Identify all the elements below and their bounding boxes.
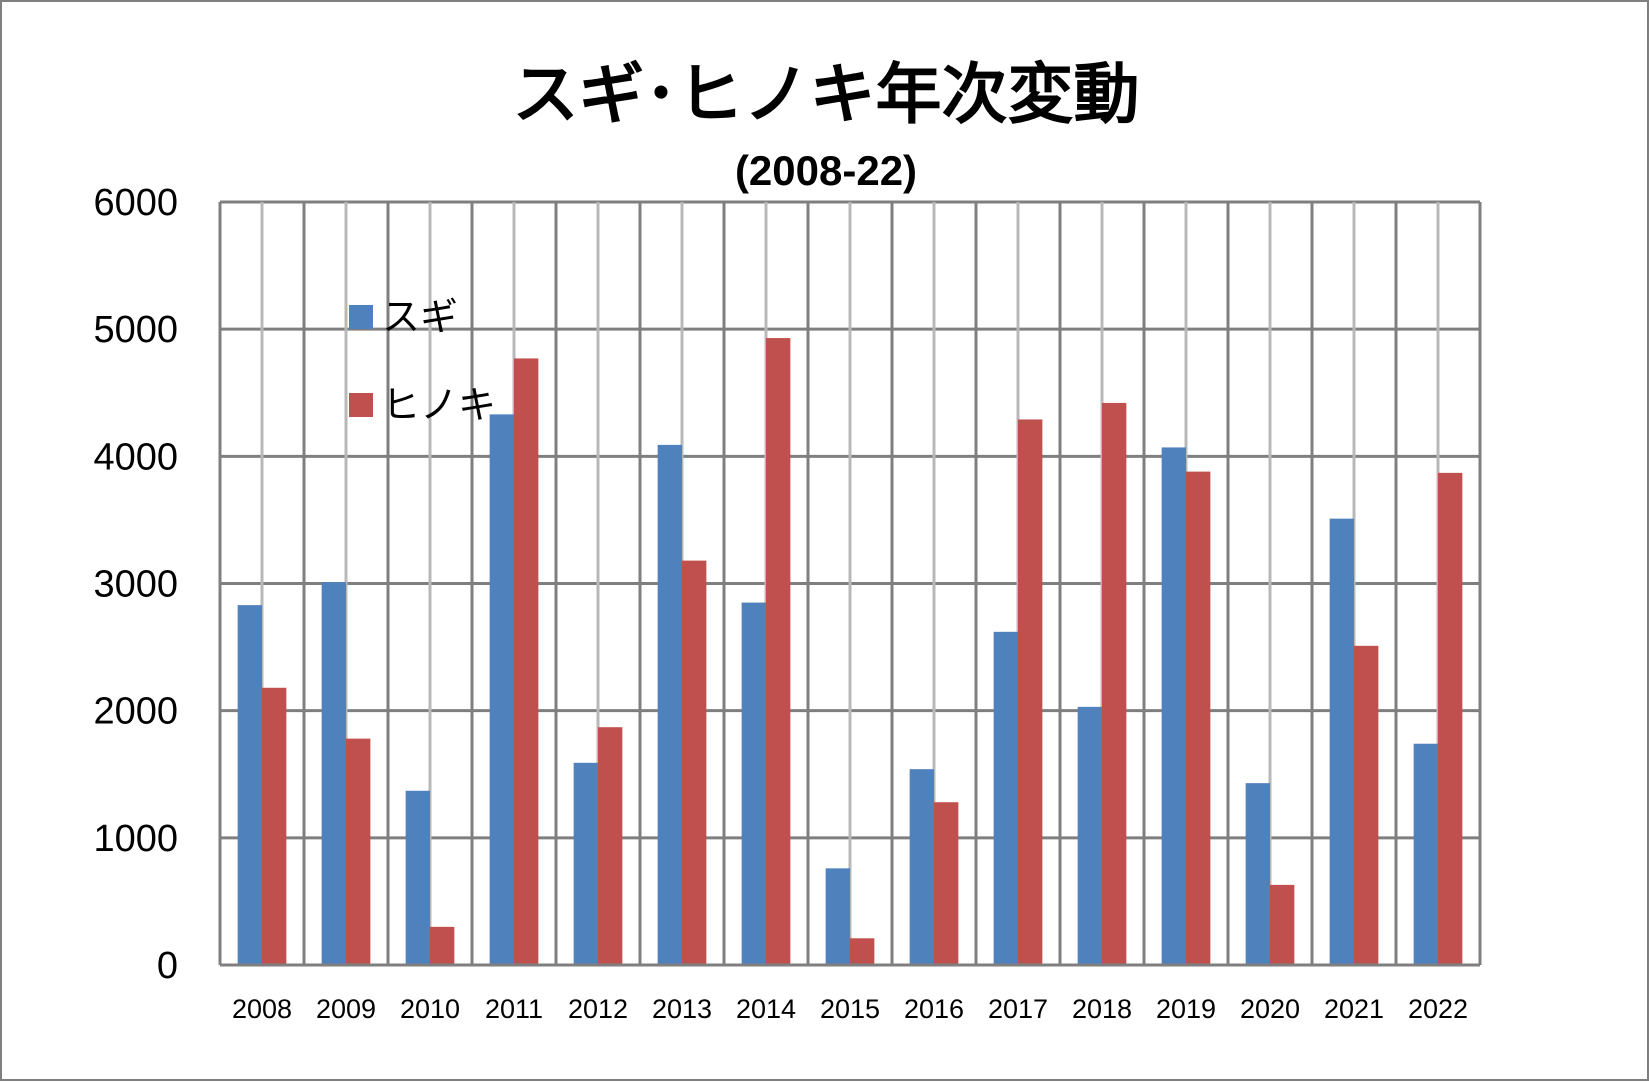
bar-hinoki	[934, 802, 959, 965]
bar-sugi	[405, 790, 430, 965]
legend: スギ ヒノキ	[349, 295, 496, 427]
y-tick-label: 2000	[93, 691, 178, 733]
x-tick-label: 2020	[1240, 994, 1300, 1024]
chart-title: スギ･ヒノキ年次変動	[513, 56, 1140, 133]
x-tick-label: 2014	[736, 994, 796, 1024]
bar-sugi	[993, 631, 1018, 965]
y-tick-label: 1000	[93, 818, 178, 860]
bar-sugi	[237, 605, 262, 965]
bar-hinoki	[1102, 402, 1127, 965]
bar-hinoki	[430, 926, 455, 965]
y-tick-label: 0	[157, 945, 178, 987]
bar-hinoki	[598, 727, 623, 965]
bar-hinoki	[346, 738, 371, 965]
x-tick-label: 2013	[652, 994, 712, 1024]
y-tick-label: 6000	[93, 182, 178, 224]
bar-sugi	[1161, 447, 1186, 966]
x-tick-label: 2021	[1324, 994, 1384, 1024]
bar-hinoki	[1354, 645, 1379, 965]
bar-sugi	[741, 602, 766, 965]
bars	[237, 338, 1463, 966]
bar-hinoki	[1438, 472, 1463, 965]
y-tick-label: 4000	[93, 436, 178, 478]
bar-hinoki	[850, 938, 875, 965]
x-tick-label: 2012	[568, 994, 628, 1024]
bar-sugi	[573, 762, 598, 965]
legend-label-sugi: スギ	[382, 295, 458, 339]
x-tick-label: 2016	[904, 994, 964, 1024]
bar-sugi	[489, 414, 514, 965]
x-axis-ticks: 2008 2009 2010 2011 2012 2013 2014 2015 2016 2017…	[232, 994, 1468, 1024]
y-tick-label: 5000	[93, 309, 178, 351]
chart-subtitle: (2008-22)	[735, 147, 917, 194]
x-tick-label: 2019	[1156, 994, 1216, 1024]
bar-sugi	[321, 582, 346, 965]
bar-sugi	[1413, 743, 1438, 965]
bar-sugi	[825, 868, 850, 965]
x-tick-label: 2010	[400, 994, 460, 1024]
x-tick-label: 2015	[820, 994, 880, 1024]
legend-swatch-hinoki	[349, 393, 373, 417]
x-tick-label: 2009	[316, 994, 376, 1024]
y-axis-ticks: 0 1000 2000 3000 4000 5000 6000	[93, 182, 178, 987]
bar-hinoki	[262, 687, 287, 965]
bar-sugi	[657, 444, 682, 966]
x-tick-label: 2008	[232, 994, 292, 1024]
legend-swatch-sugi	[349, 305, 373, 329]
x-tick-label: 2018	[1072, 994, 1132, 1024]
bar-hinoki	[1186, 471, 1211, 965]
y-tick-label: 3000	[93, 564, 178, 606]
x-tick-label: 2011	[485, 994, 543, 1024]
bar-sugi	[909, 769, 934, 965]
bar-sugi	[1077, 706, 1102, 965]
legend-label-hinoki: ヒノキ	[382, 383, 496, 427]
bar-sugi	[1245, 783, 1270, 965]
bar-hinoki	[682, 560, 707, 965]
bar-hinoki	[766, 338, 791, 965]
bar-hinoki	[1018, 419, 1043, 966]
bar-sugi	[1329, 518, 1354, 965]
x-tick-label: 2017	[988, 994, 1048, 1024]
bar-hinoki	[1270, 884, 1295, 965]
x-tick-label: 2022	[1408, 994, 1468, 1024]
bar-hinoki	[514, 358, 539, 965]
